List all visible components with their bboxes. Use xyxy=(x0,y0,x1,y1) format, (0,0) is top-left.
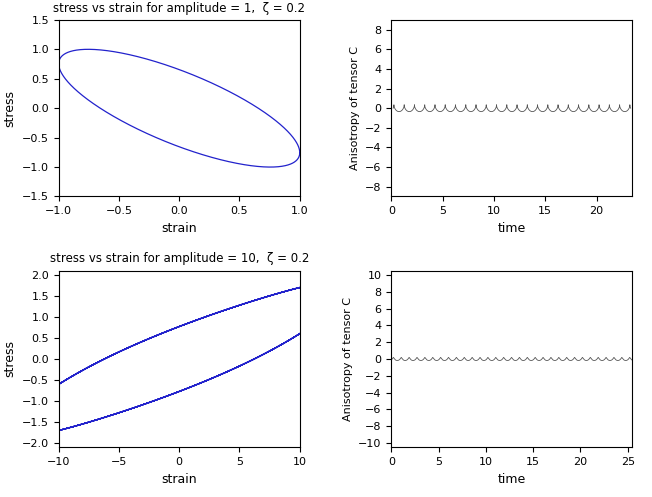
Y-axis label: stress: stress xyxy=(3,340,16,378)
X-axis label: time: time xyxy=(497,473,526,486)
X-axis label: strain: strain xyxy=(162,222,197,235)
Y-axis label: Anisotropy of tensor C: Anisotropy of tensor C xyxy=(343,297,353,421)
X-axis label: strain: strain xyxy=(162,473,197,486)
Title: stress vs strain for amplitude = 10,  ζ = 0.2: stress vs strain for amplitude = 10, ζ =… xyxy=(50,252,309,265)
Title: stress vs strain for amplitude = 1,  ζ = 0.2: stress vs strain for amplitude = 1, ζ = … xyxy=(53,1,305,14)
Y-axis label: Anisotropy of tensor C: Anisotropy of tensor C xyxy=(349,46,360,170)
Y-axis label: stress: stress xyxy=(3,89,16,127)
X-axis label: time: time xyxy=(497,222,526,235)
